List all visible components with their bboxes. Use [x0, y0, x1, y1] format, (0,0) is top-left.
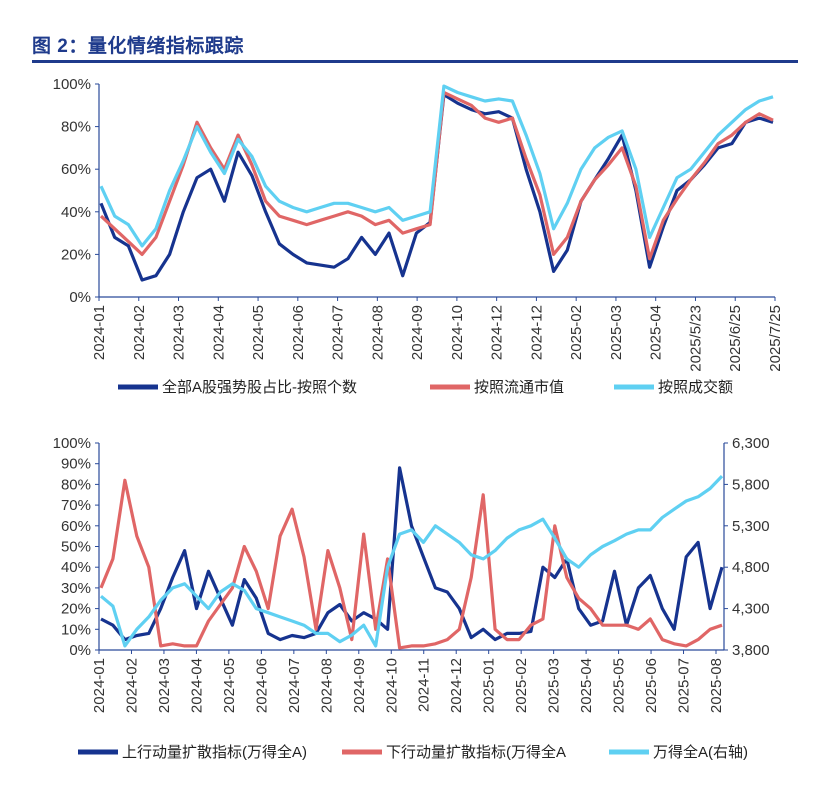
chart2-y-left-tick-label: 30%	[61, 580, 91, 597]
chart2-series-line-3	[99, 474, 724, 648]
chart2-y-right-tick-label: 6,300	[732, 435, 770, 452]
chart1-x-tick-label: 2024-08	[369, 305, 386, 360]
chart2-series-line-1	[100, 466, 724, 642]
chart2-x-tick-label: 2024-01	[91, 658, 108, 713]
chart2-y-right-tick-label: 4,300	[732, 601, 770, 618]
figure-title: 图 2：量化情绪指标跟踪	[32, 36, 244, 57]
chart2-x-tick-label: 2024-10	[383, 658, 400, 713]
chart1-x-tick-label: 2025/5/23	[687, 305, 704, 372]
chart2-x-tick-label: 2024-05	[221, 658, 238, 713]
chart1-x-tick-label: 2024-10	[449, 305, 466, 360]
chart2-y-left-tick-label: 20%	[61, 601, 91, 618]
chart2-legend-label: 下行动量扩散指标(万得全A	[386, 743, 566, 761]
chart1-y-tick-label: 0%	[69, 289, 91, 306]
chart2-x-tick-label: 2025-03	[546, 658, 563, 713]
chart2-x-tick-label: 2024-12	[448, 658, 465, 713]
chart1-legend-label: 全部A股强势股占比-按照个数	[162, 378, 357, 396]
chart2-x-tick-label: 2024-04	[188, 658, 205, 713]
chart2-y-right-tick-label: 4,800	[732, 559, 770, 576]
chart2-y-left-tick-label: 40%	[61, 559, 91, 576]
chart2-y-left-tick-label: 10%	[61, 621, 91, 638]
chart1-x-tick-label: 2024-12	[489, 305, 506, 360]
chart1-x-tick-label: 2024-09	[409, 305, 426, 360]
chart2-y-left-tick-label: 100%	[53, 435, 91, 452]
chart1-x-tick-label: 2025/6/25	[727, 305, 744, 372]
chart2-y-right-tick-label: 5,300	[732, 518, 770, 535]
chart1-series-line-3	[99, 84, 774, 248]
chart1-x-tick-label: 2024-05	[250, 305, 267, 360]
chart1-y-tick-label: 80%	[61, 119, 91, 136]
chart1-x-tick-label: 2025-03	[608, 305, 625, 360]
chart2-y-left-tick-label: 0%	[69, 642, 91, 659]
chart2-x-tick-label: 2024-03	[156, 658, 173, 713]
chart2-y-right-tick-label: 3,800	[732, 642, 770, 659]
chart1-y-tick-label: 100%	[53, 76, 91, 93]
chart1-y-tick-label: 20%	[61, 246, 91, 263]
chart2-x-tick-label: 2025-04	[578, 658, 595, 713]
chart2-x-tick-label: 2025-07	[676, 658, 693, 713]
chart1-x-tick-label: 2025/7/25	[767, 305, 784, 372]
chart2-y-left-tick-label: 70%	[61, 497, 91, 514]
chart2-y-left-tick-label: 80%	[61, 476, 91, 493]
chart2-y-right-tick-label: 5,800	[732, 476, 770, 493]
chart1-legend-label: 按照流通市值	[474, 379, 564, 396]
chart1-x-tick-label: 2024-04	[210, 305, 227, 360]
chart2-x-tick-label: 2024-06	[253, 658, 270, 713]
chart2-x-tick-label: 2024-09	[351, 658, 368, 713]
chart2-x-tick-label: 2025-01	[481, 658, 498, 713]
chart2-y-left-tick-label: 50%	[61, 539, 91, 556]
chart1-x-tick-label: 2024-02	[131, 305, 148, 360]
chart1-x-tick-label: 2025-04	[648, 305, 665, 360]
chart2-x-tick-label: 2024-11	[416, 658, 433, 712]
chart1-x-tick-label: 2024-07	[330, 305, 347, 360]
chart2-x-tick-label: 2025-06	[643, 658, 660, 713]
chart2-legend-label: 上行动量扩散指标(万得全A)	[122, 743, 307, 761]
chart1-x-tick-label: 2024-06	[290, 305, 307, 360]
chart2-x-tick-label: 2025-05	[611, 658, 628, 713]
chart1-y-tick-label: 60%	[61, 161, 91, 178]
chart1-x-tick-label: 2024-01	[91, 305, 108, 360]
chart2-x-tick-label: 2025-08	[708, 658, 725, 713]
chart2-legend-label: 万得全A(右轴)	[653, 743, 748, 761]
chart2-series-line-2	[99, 478, 723, 650]
title-rule	[32, 60, 798, 63]
chart2-x-tick-label: 2025-02	[513, 658, 530, 713]
chart1-x-tick-label: 2024-03	[171, 305, 188, 360]
chart2-x-tick-label: 2024-08	[318, 658, 335, 713]
chart2-y-left-tick-label: 90%	[61, 456, 91, 473]
chart1-x-tick-label: 2025-02	[568, 305, 585, 360]
chart2-x-tick-label: 2024-07	[286, 658, 303, 713]
chart1-legend-label: 按照成交额	[658, 378, 733, 396]
chart2-x-tick-label: 2024-02	[123, 658, 140, 713]
chart1-y-tick-label: 40%	[61, 204, 91, 221]
chart2-y-left-tick-label: 60%	[61, 518, 91, 535]
chart1-x-tick-label: 2024-12	[528, 305, 545, 360]
